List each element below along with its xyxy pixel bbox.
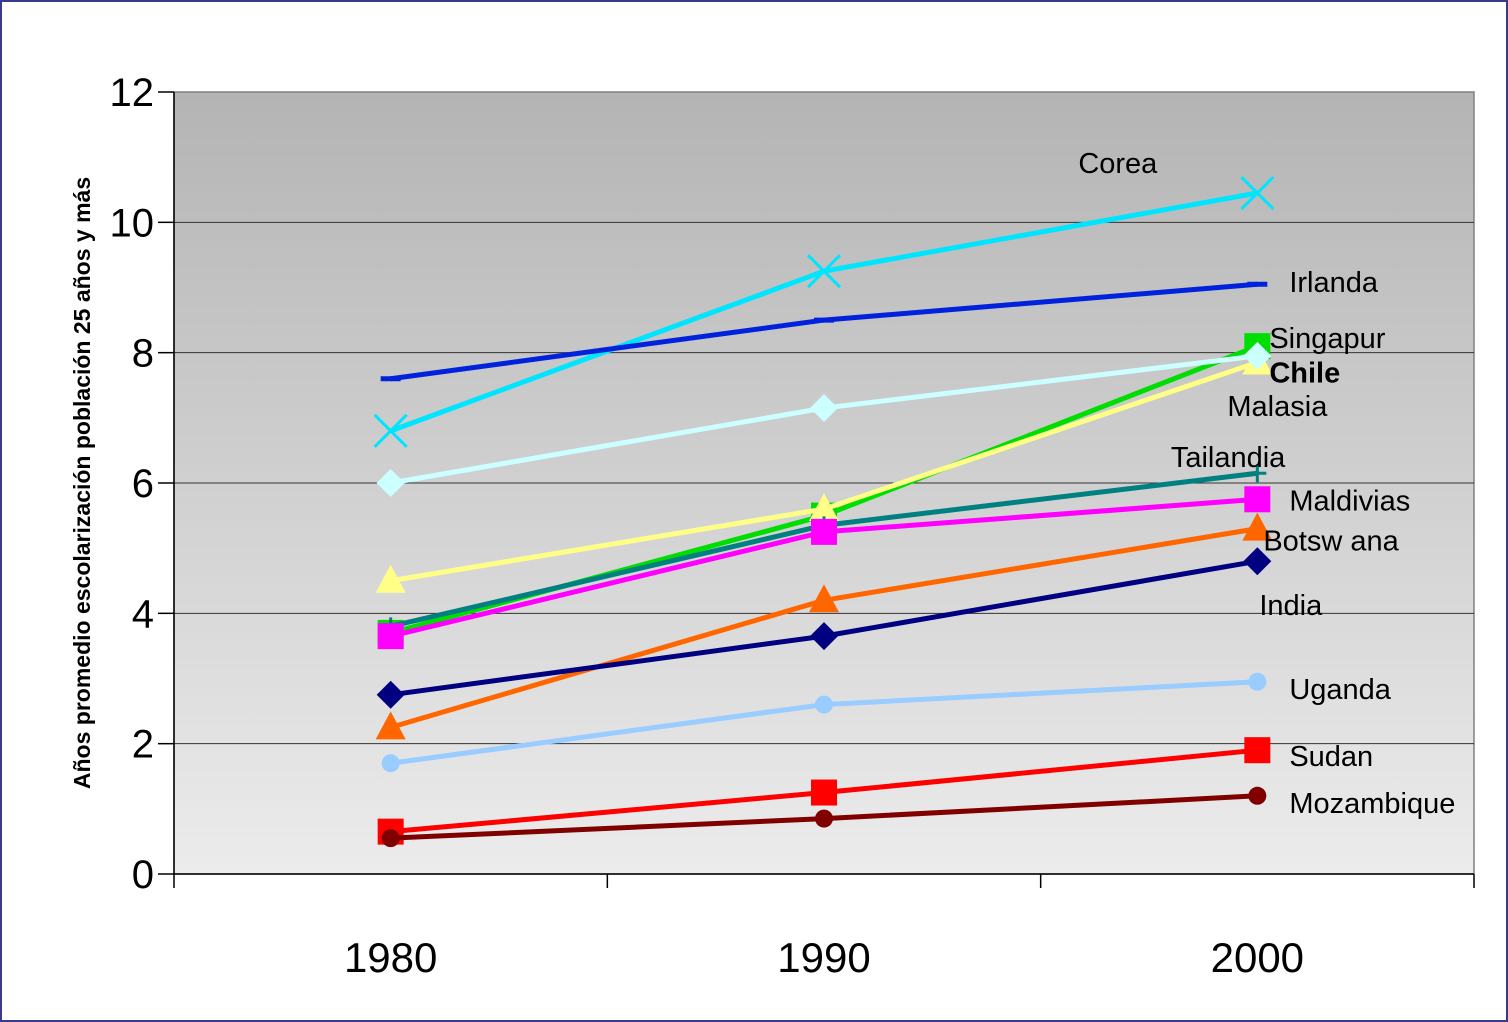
series-label: Uganda	[1289, 674, 1391, 706]
series-label: Sudan	[1289, 741, 1373, 773]
x-tick-label: 1980	[344, 934, 437, 981]
series-label: India	[1259, 590, 1323, 622]
y-tick-label: 8	[132, 332, 154, 376]
data-point	[376, 469, 405, 497]
series-irlanda	[380, 281, 1268, 382]
series-india	[376, 547, 1272, 709]
data-point	[810, 622, 838, 651]
data-point	[1248, 672, 1267, 691]
series-group	[373, 175, 1275, 848]
y-axis-label: Años promedio escolarización población 2…	[69, 177, 95, 789]
data-point	[377, 623, 404, 650]
x-tick-label: 2000	[1211, 934, 1304, 981]
series-label: Maldivias	[1289, 485, 1410, 517]
series-label: Corea	[1078, 148, 1158, 180]
data-point	[381, 754, 400, 773]
series-label: Mozambique	[1289, 788, 1455, 820]
y-tick-label: 10	[110, 201, 155, 245]
data-point	[815, 809, 833, 828]
data-point	[810, 394, 838, 423]
y-tick-label: 0	[132, 853, 154, 897]
series-label: Tailandia	[1171, 442, 1286, 474]
y-tick-label: 12	[110, 71, 155, 115]
series-maldivias	[377, 486, 1271, 650]
data-point	[1248, 464, 1267, 483]
series-corea	[373, 175, 1275, 448]
y-tick-label: 2	[132, 723, 154, 767]
series-label: Irlanda	[1289, 267, 1379, 299]
y-tick-label: 6	[132, 462, 154, 506]
y-tick-label: 4	[132, 592, 154, 636]
series-label: Malasia	[1227, 391, 1328, 423]
data-point	[806, 254, 842, 289]
axes: 0 2 4 6 8 10 12 1980 1990 2000	[110, 71, 1475, 981]
data-point	[375, 711, 406, 740]
series-mozambique	[381, 786, 1267, 848]
data-point	[376, 680, 405, 709]
data-point	[1248, 786, 1267, 805]
x-tick-label: 1990	[777, 934, 870, 981]
data-point	[811, 518, 837, 545]
data-point	[811, 779, 837, 806]
data-point	[809, 493, 839, 522]
data-point	[1244, 737, 1271, 764]
data-point	[381, 829, 400, 848]
series-malasia	[376, 341, 1272, 497]
data-point	[815, 695, 833, 714]
data-point	[373, 413, 408, 448]
data-point	[1240, 175, 1275, 211]
data-point	[1242, 512, 1273, 541]
data-point	[375, 564, 406, 593]
data-point	[1243, 341, 1272, 370]
series-label: Botsw ana	[1263, 526, 1399, 558]
series-label: Singapur	[1269, 323, 1385, 355]
series-botsw-ana	[375, 512, 1273, 740]
data-point	[1244, 486, 1271, 513]
series-chile	[375, 346, 1273, 593]
series-label: Chile	[1269, 357, 1340, 389]
data-point	[809, 584, 839, 613]
series-uganda	[381, 672, 1267, 773]
data-point	[1243, 547, 1272, 576]
